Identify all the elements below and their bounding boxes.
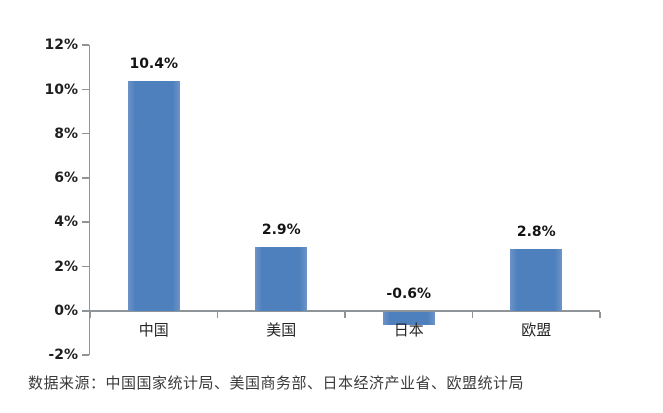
y-tick-mark: [81, 177, 89, 179]
source-note: 数据来源：中国国家统计局、美国商务部、日本经济产业省、欧盟统计局: [28, 374, 525, 392]
y-tick-label: 12%: [44, 37, 78, 54]
bar: [510, 248, 563, 311]
y-tick-label: -2%: [48, 347, 78, 364]
bar: [382, 311, 435, 325]
bar: [255, 246, 308, 311]
bar-value-label: 2.8%: [516, 223, 556, 240]
y-tick-label: 6%: [54, 170, 78, 187]
y-tick-label: 4%: [54, 214, 78, 231]
y-axis-line: [88, 45, 90, 356]
y-tick-label: 2%: [54, 258, 78, 275]
bar-value-label: -0.6%: [386, 286, 432, 302]
y-tick-mark: [81, 354, 89, 356]
bar-value-label: 2.9%: [261, 221, 301, 238]
category-label: 欧盟: [521, 321, 552, 339]
category-label: 日本: [393, 321, 424, 339]
x-axis-line: [90, 310, 600, 312]
x-tick-mark: [599, 311, 601, 318]
y-tick-mark: [81, 310, 89, 312]
x-tick-mark: [89, 311, 91, 318]
x-tick-mark: [216, 311, 218, 318]
y-tick-mark: [81, 132, 89, 135]
y-tick-mark: [81, 221, 89, 223]
y-tick-mark: [81, 265, 89, 268]
category-label: 美国: [266, 321, 297, 339]
y-tick-label: 0%: [54, 303, 78, 319]
y-tick-label: 10%: [44, 81, 78, 98]
y-tick-mark: [81, 88, 89, 90]
category-label: 中国: [138, 321, 169, 339]
x-tick-mark: [344, 311, 346, 318]
bar-value-label: 10.4%: [129, 55, 179, 72]
bar: [127, 80, 180, 311]
y-tick-label: 8%: [54, 125, 78, 142]
x-tick-mark: [471, 311, 473, 318]
y-tick-mark: [81, 44, 89, 46]
